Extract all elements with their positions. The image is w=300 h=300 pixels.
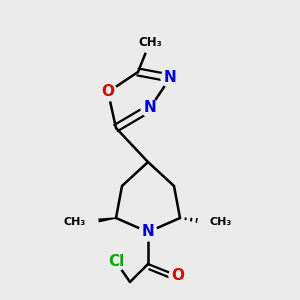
Text: N: N xyxy=(144,100,156,116)
Text: N: N xyxy=(164,70,176,86)
Circle shape xyxy=(78,212,98,232)
Circle shape xyxy=(161,69,179,87)
Text: O: O xyxy=(101,85,115,100)
Circle shape xyxy=(139,223,157,241)
Circle shape xyxy=(99,83,117,101)
Text: Cl: Cl xyxy=(108,254,124,269)
Text: CH₃: CH₃ xyxy=(210,217,232,227)
Circle shape xyxy=(139,31,161,53)
Text: N: N xyxy=(142,224,154,239)
Text: CH₃: CH₃ xyxy=(64,217,86,227)
Polygon shape xyxy=(88,218,116,224)
Text: CH₃: CH₃ xyxy=(138,35,162,49)
Circle shape xyxy=(107,253,125,271)
Circle shape xyxy=(141,99,159,117)
Circle shape xyxy=(169,267,187,285)
Text: O: O xyxy=(172,268,184,284)
Circle shape xyxy=(198,212,218,232)
